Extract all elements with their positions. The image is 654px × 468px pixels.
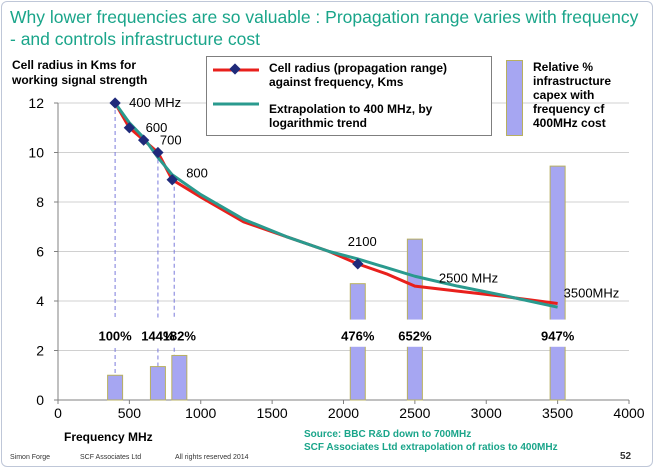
- capex-bar: [171, 354, 188, 401]
- data-point-label: 700: [160, 133, 182, 148]
- data-point-label: 2100: [348, 234, 377, 249]
- data-point-marker: [137, 134, 150, 146]
- data-point-marker: [152, 146, 164, 159]
- y-tick-label: 6: [36, 244, 44, 260]
- legend-label-capex: Relative % infrastructure capex with fre…: [533, 60, 612, 130]
- legend-label-radius: Cell radius (propagation range) against …: [269, 61, 448, 89]
- capex-bar: [149, 366, 166, 401]
- legend-box: Cell radius (propagation range) against …: [206, 56, 492, 136]
- x-tick-label: 4000: [613, 405, 644, 421]
- x-tick-label: 1000: [185, 405, 216, 421]
- series-line-trend: [113, 102, 558, 309]
- footer-author: Simon Forge: [10, 454, 51, 461]
- x-tick-label: 500: [118, 405, 142, 421]
- x-axis-label: Frequency MHz: [64, 430, 153, 444]
- data-point-marker: [352, 258, 364, 270]
- y-axis-label: Cell radius in Kms for working signal st…: [12, 58, 148, 87]
- x-tick-label: 2500: [399, 405, 430, 421]
- y-tick-label: 2: [36, 343, 44, 359]
- capex-percent-label: 476%: [341, 329, 375, 344]
- legend-swatch-radius-marker: [229, 63, 241, 75]
- x-tick-label: 2000: [328, 405, 359, 421]
- capex-percent-label: 100%: [98, 329, 132, 344]
- legend-swatches: [213, 63, 259, 106]
- slide-title: Why lower frequencies are so valuable : …: [10, 7, 639, 49]
- capex-bar: [107, 374, 124, 401]
- footer-rights: All rights reserved 2014: [175, 454, 249, 461]
- source-line-2: SCF Associates Ltd extrapolation of rati…: [304, 442, 558, 453]
- data-point-marker: [166, 174, 178, 186]
- legend-label-trend: Extrapolation to 400 MHz, by logarithmic…: [269, 102, 433, 130]
- y-tick-label: 12: [28, 95, 44, 111]
- data-point-label: 400 MHz: [129, 95, 181, 110]
- source-note: Source: BBC R&D down to 700MHz SCF Assoc…: [304, 428, 558, 454]
- capex-percent-label: 144%: [141, 329, 175, 344]
- capex-percent-label: 652%: [398, 329, 432, 344]
- data-point-label: 2500 MHz: [439, 270, 498, 285]
- page-number: 52: [620, 451, 632, 462]
- legend-capex-swatch: [506, 60, 523, 136]
- x-tick-label: 3000: [471, 405, 502, 421]
- y-tick-label: 0: [36, 392, 44, 408]
- data-point-label: 600: [146, 120, 168, 135]
- x-tick-label: 3500: [542, 405, 573, 421]
- label-band: [59, 319, 629, 347]
- source-line-1: Source: BBC R&D down to 700MHz: [304, 429, 472, 440]
- y-tick-label: 10: [28, 145, 44, 161]
- capex-percent-label: 182%: [163, 329, 197, 344]
- y-tick-label: 8: [36, 194, 44, 210]
- data-point-label: 800: [186, 166, 208, 181]
- x-tick-label: 0: [54, 405, 62, 421]
- data-point-label: 3500MHz: [564, 285, 620, 300]
- capex-bar: [549, 165, 566, 401]
- x-tick-label: 1500: [257, 405, 288, 421]
- capex-percent-label: 947%: [541, 329, 575, 344]
- y-tick-label: 4: [36, 293, 44, 309]
- footer-company: SCF Associates Ltd: [80, 454, 142, 461]
